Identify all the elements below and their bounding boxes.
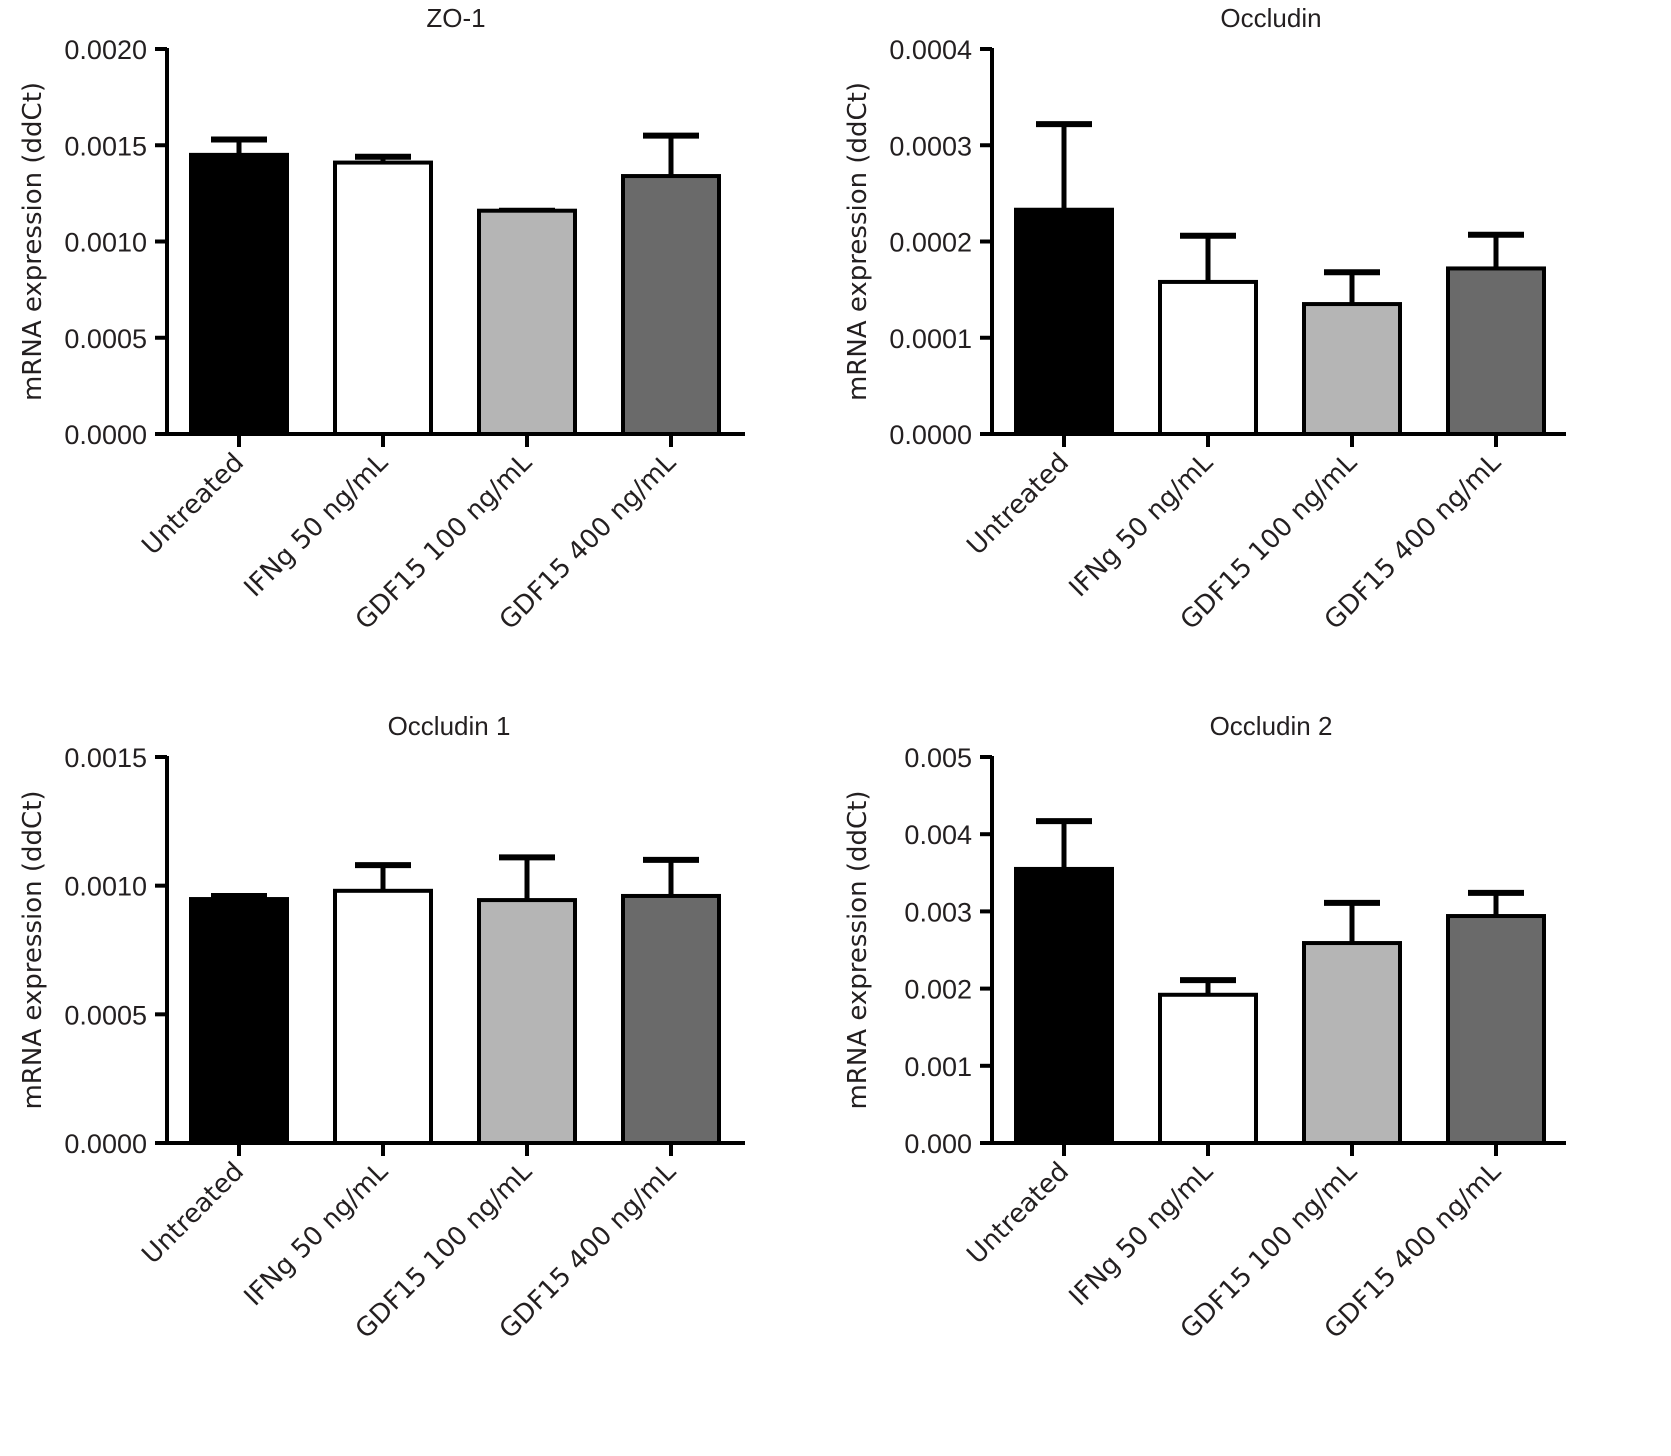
bar-untreated	[1014, 207, 1114, 436]
y-tick-label: 0.0015	[64, 131, 147, 161]
x-tick-label: IFNg 50 ng/mL	[239, 447, 395, 603]
y-tick-label: 0.005	[904, 743, 972, 773]
y-tick-label: 0.0000	[64, 420, 147, 450]
bar-gdf15-100-ng-ml	[1302, 941, 1402, 1145]
y-tick-label: 0.0000	[64, 1129, 147, 1159]
bar-gdf15-100-ng-ml	[1302, 302, 1402, 436]
bar-gdf15-400-ng-ml	[1446, 266, 1546, 437]
chart-title: ZO-1	[426, 3, 485, 33]
chart-panel-0: ZO-1 mRNA expression (ddCt) 0.0000 0.0005 0.…	[18, 3, 745, 636]
y-axis-label: mRNA expression (ddCt)	[843, 82, 873, 401]
bar-untreated	[189, 897, 289, 1145]
x-tick-label: Untreated	[136, 448, 249, 561]
y-tick-label: 0.0001	[889, 324, 972, 354]
x-tick-label: Untreated	[961, 448, 1074, 561]
y-axis-label: mRNA expression (ddCt)	[843, 790, 873, 1109]
y-tick-label: 0.0020	[64, 35, 147, 65]
chart-panel-1: Occludin mRNA expression (ddCt) 0.0000 0.00…	[843, 3, 1566, 636]
y-tick-label: 0.0010	[64, 872, 147, 902]
bar-gdf15-100-ng-ml	[477, 898, 577, 1145]
bar-gdf15-100-ng-ml	[477, 208, 577, 436]
y-axis-label: mRNA expression (ddCt)	[18, 790, 48, 1109]
chart-title: Occludin 2	[1210, 711, 1333, 741]
y-tick-label: 0.0004	[889, 35, 972, 65]
y-tick-label: 0.0015	[64, 743, 147, 773]
x-tick-label: Untreated	[961, 1157, 1074, 1270]
x-tick-label: Untreated	[136, 1157, 249, 1270]
bar-ifng-50-ng-ml	[333, 888, 433, 1146]
x-tick-label: IFNg 50 ng/mL	[1064, 447, 1220, 603]
bar-untreated	[1014, 866, 1114, 1145]
bar-gdf15-400-ng-ml	[1446, 914, 1546, 1145]
y-tick-label: 0.002	[904, 975, 972, 1005]
chart-panel-2: Occludin 1 mRNA expression (ddCt) 0.0000 0.…	[18, 711, 745, 1345]
x-tick-label: IFNg 50 ng/mL	[1064, 1156, 1220, 1312]
y-tick-label: 0.001	[904, 1052, 972, 1082]
bar-ifng-50-ng-ml	[1158, 279, 1258, 436]
chart-panel-3: Occludin 2 mRNA expression (ddCt) 0.000 0.0…	[843, 711, 1566, 1345]
bar-untreated	[189, 152, 289, 436]
y-tick-label: 0.0003	[889, 131, 972, 161]
y-tick-label: 0.0005	[64, 324, 147, 354]
y-tick-label: 0.0002	[889, 228, 972, 258]
bar-gdf15-400-ng-ml	[621, 893, 721, 1146]
x-tick-label: IFNg 50 ng/mL	[239, 1156, 395, 1312]
y-tick-label: 0.000	[904, 1129, 972, 1159]
y-axis-label: mRNA expression (ddCt)	[18, 82, 48, 401]
y-tick-label: 0.0000	[889, 420, 972, 450]
bar-ifng-50-ng-ml	[333, 160, 433, 436]
chart-title: Occludin	[1220, 3, 1321, 33]
y-tick-label: 0.0005	[64, 1000, 147, 1030]
bar-gdf15-400-ng-ml	[621, 174, 721, 437]
y-tick-label: 0.003	[904, 897, 972, 927]
bar-ifng-50-ng-ml	[1158, 992, 1258, 1145]
y-tick-label: 0.004	[904, 820, 972, 850]
chart-title: Occludin 1	[388, 711, 511, 741]
y-tick-label: 0.0010	[64, 228, 147, 258]
